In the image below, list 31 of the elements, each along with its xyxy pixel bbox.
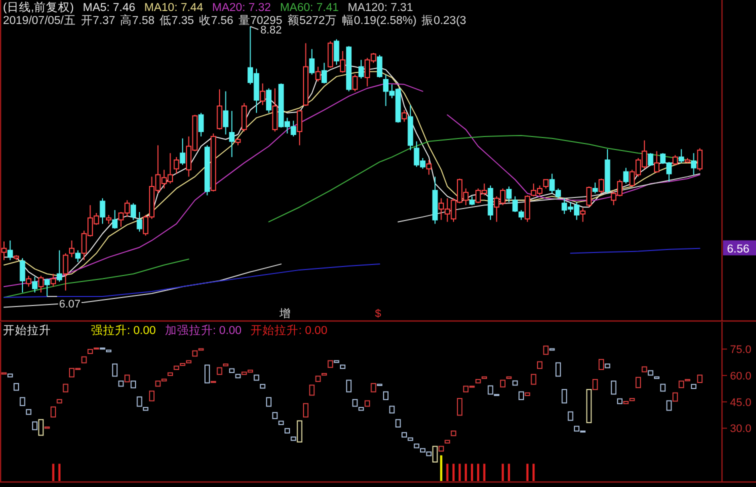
chart-subtitle: (日线,前复权)	[3, 1, 74, 14]
annotation: 额5272万	[287, 13, 337, 27]
text: MA5: 7.46	[82, 2, 136, 14]
text: MA60: 7.41	[280, 2, 339, 14]
annotation: 高7.58	[120, 13, 155, 27]
chart-title: 开始拉升	[3, 324, 51, 337]
text: MA120: 7.31	[348, 2, 413, 14]
annotation: 2019/07/05/五	[3, 14, 76, 27]
candlestick	[222, 90, 228, 135]
annotation: 幅0.19(2.58%)	[342, 14, 417, 27]
y-tick-label: 75.0	[730, 344, 752, 356]
annotation: 收7.56	[198, 14, 234, 27]
annotation: 增	[278, 308, 290, 320]
text: MA20: 7.32	[212, 2, 271, 14]
annotation: 低7.35	[160, 14, 194, 27]
annotation: 8.82	[260, 24, 282, 37]
annotation: 振0.23(3	[422, 14, 466, 27]
annotation: 开7.37	[80, 14, 116, 27]
y-tick-label: 45.0	[730, 396, 752, 409]
annotation: 6.07	[59, 298, 81, 310]
annotation: $	[374, 308, 382, 320]
candlestick	[229, 110, 235, 158]
text: 6.56	[727, 243, 750, 256]
annotation: 量70295	[238, 14, 282, 27]
candlestick	[1, 240, 7, 261]
text: 强拉升: 0.00	[91, 324, 156, 337]
y-tick-label: 60.0	[730, 370, 752, 382]
legend-label: 加强拉升: 0.00	[164, 324, 242, 337]
text: MA10: 7.44	[144, 2, 204, 14]
y-tick-label: 30.0	[730, 423, 752, 436]
text: 开始拉升: 0.00	[250, 324, 328, 337]
